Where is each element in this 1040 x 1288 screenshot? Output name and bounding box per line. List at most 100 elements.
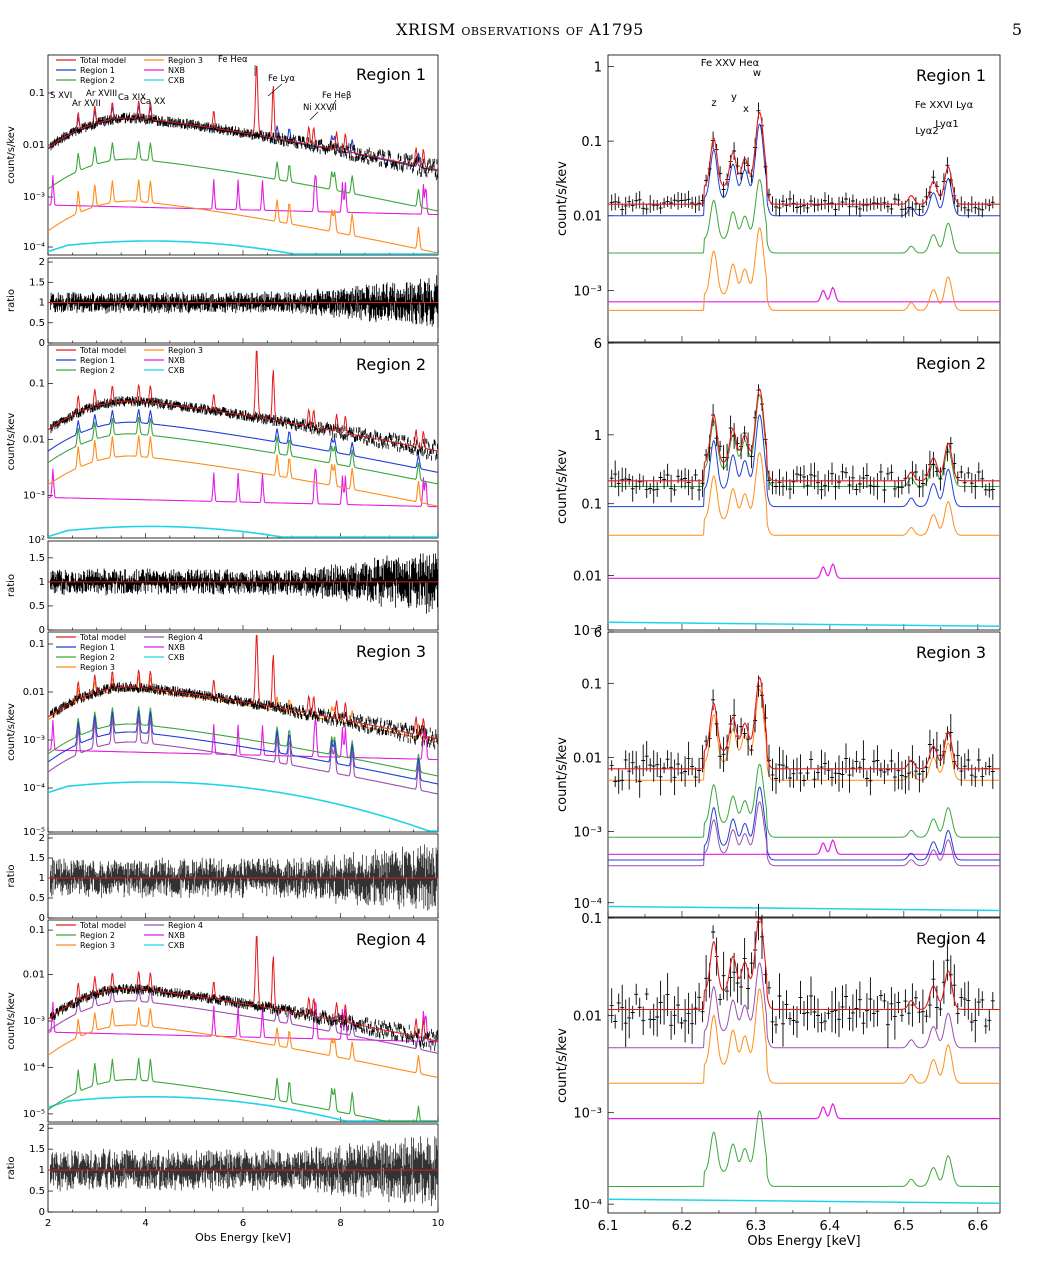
x-tick-label: 6 — [240, 1218, 246, 1229]
component-model — [47, 987, 439, 1054]
ratio-y-tick-label: 1.5 — [29, 853, 45, 864]
nxb-model — [608, 286, 1000, 303]
ratio-y-label: ratio — [6, 864, 17, 887]
y-tick-label: 0.01 — [23, 435, 45, 446]
data-points — [609, 903, 995, 1049]
region-label: Region 2 — [916, 354, 986, 373]
ratio-y-label: ratio — [6, 574, 17, 597]
y-axis-label: count/s/kev — [6, 703, 17, 761]
line-label: Ar XVII — [72, 99, 101, 109]
y-axis-label: count/s/kev — [6, 126, 17, 184]
ratio-data — [50, 275, 439, 328]
ratio-y-label: ratio — [6, 289, 17, 312]
spectrum-frame — [47, 54, 439, 256]
annotation-pointer — [329, 99, 337, 113]
ratio-y-tick-label: 2 — [39, 1123, 45, 1134]
x-tick-label: 2 — [45, 1218, 51, 1229]
y-tick-label: 6 — [594, 337, 602, 352]
y-tick-label: 0.1 — [29, 925, 45, 936]
legend-entry: Region 2 — [80, 931, 115, 940]
nxb-model — [48, 174, 438, 216]
legend-entry: Region 3 — [168, 346, 203, 355]
y-axis-label: count/s/kev — [6, 992, 17, 1050]
y-tick-label: 1 — [594, 429, 602, 444]
y-tick-label: 10⁻⁵ — [23, 827, 45, 838]
ratio-y-tick-label: 2 — [39, 833, 45, 844]
legend-entry: Total model — [79, 346, 126, 355]
component-model — [47, 706, 439, 777]
fe-line-label: Lyα2 — [915, 126, 939, 137]
y-tick-label: 10⁻³ — [23, 491, 45, 502]
component-model — [608, 962, 1000, 1049]
region-label: Region 4 — [916, 929, 986, 948]
y-axis-label: count/s/kev — [6, 413, 17, 471]
annotation-pointer — [267, 83, 283, 97]
line-label: Fe Heα — [218, 55, 248, 65]
component-model — [608, 988, 1000, 1084]
legend-entry: Total model — [79, 633, 126, 642]
y-tick-label: 10⁻³ — [573, 284, 602, 299]
y-axis-label: count/s/kev — [555, 449, 570, 524]
cxb-model — [607, 621, 1001, 628]
spectrum-frame — [607, 54, 1001, 343]
nxb-model — [608, 838, 1000, 855]
ratio-y-tick-label: 1 — [39, 577, 45, 588]
fe-line-label: x — [743, 104, 749, 115]
cxb-model — [47, 1096, 438, 1122]
y-tick-label: 0.01 — [23, 140, 45, 151]
ratio-y-label: ratio — [6, 1156, 17, 1179]
line-label: Ca XIX — [118, 93, 146, 103]
ratio-y-tick-label: 1.5 — [29, 277, 45, 288]
nxb-model — [48, 719, 438, 761]
nxb-model — [608, 562, 1000, 579]
y-tick-label: 0.1 — [581, 677, 602, 692]
legend-entry: Region 4 — [168, 921, 203, 930]
component-model — [608, 1110, 1000, 1187]
component-model — [47, 1057, 438, 1122]
legend-entry: NXB — [168, 931, 185, 940]
ratio-y-tick-label: 1.5 — [29, 553, 45, 564]
cxb-model — [47, 781, 438, 832]
component-model — [608, 786, 1000, 861]
component-model — [608, 801, 1000, 867]
legend-entry: Region 3 — [80, 663, 115, 672]
cxb-model — [607, 1198, 1001, 1204]
legend-entry: Region 1 — [80, 643, 115, 652]
line-label: S XVI — [50, 91, 72, 101]
y-tick-label: 10⁻³ — [573, 624, 602, 639]
cxb-model — [607, 905, 1001, 912]
x-tick-label: 4 — [142, 1218, 148, 1229]
spectrum-frame — [607, 631, 1001, 918]
region-label: Region 4 — [356, 930, 426, 949]
legend-entry: NXB — [168, 66, 185, 75]
fe-line-label: w — [753, 68, 761, 79]
component-model — [608, 688, 1000, 781]
y-tick-label: 0.1 — [29, 639, 45, 650]
y-tick-label: 0.1 — [29, 379, 45, 390]
nxb-model — [48, 468, 438, 508]
component-model — [608, 227, 1000, 311]
spectrum-frame — [607, 917, 1001, 1214]
fe-line-label: Lyα1 — [935, 119, 959, 130]
legend-entry: Region 1 — [80, 66, 115, 75]
total-model — [47, 350, 439, 452]
y-tick-label: 0.1 — [29, 88, 45, 99]
y-tick-label: 0.01 — [23, 970, 45, 981]
spectrum-frame — [47, 919, 439, 1123]
fe-line-label: Fe XXVI Lyα — [915, 100, 974, 111]
component-model — [608, 123, 1000, 217]
right-panel-region-1: 1 0.1 0.01 10⁻³ count/s/kev Region 1 — [555, 54, 1001, 343]
y-axis-label: count/s/kev — [555, 1028, 570, 1103]
total-model — [608, 918, 1000, 1011]
right-x-axis: 6.1 6.2 6.3 6.4 6.5 6.6 Obs Energy [keV] — [598, 1219, 988, 1249]
ratio-panel-region-2: 1.5 1 0.5 0 10² ratio — [6, 535, 439, 636]
component-model — [47, 1007, 439, 1079]
legend-entry: Region 4 — [168, 633, 203, 642]
region-label: Region 2 — [356, 355, 426, 374]
ratio-panel-region-3: 2 1.5 1 0.5 0 ratio — [6, 833, 439, 924]
